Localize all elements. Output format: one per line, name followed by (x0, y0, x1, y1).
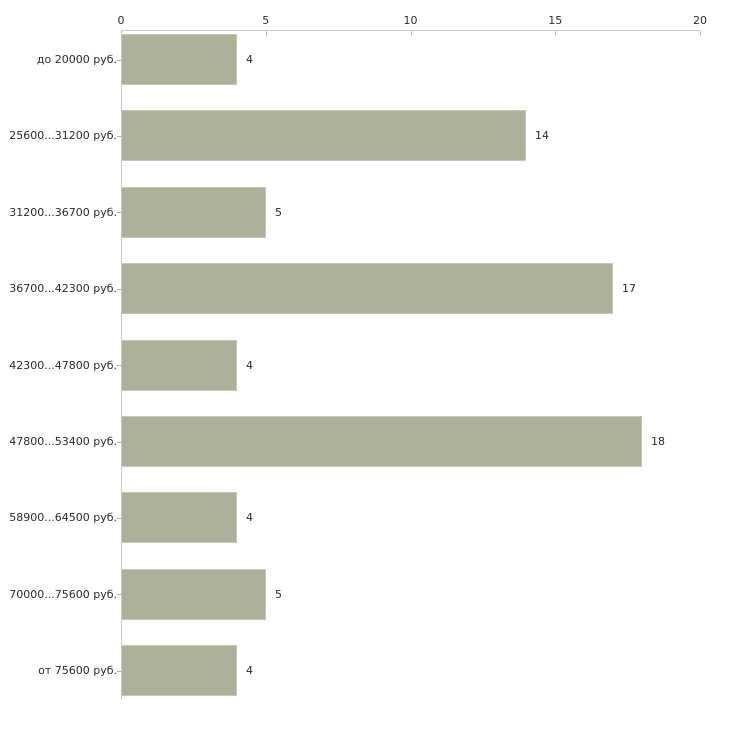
value-label: 5 (275, 587, 282, 601)
x-tick-label: 5 (262, 14, 270, 27)
bar (121, 416, 642, 467)
bar (121, 645, 237, 697)
bar (121, 110, 526, 162)
x-tick-label: 15 (548, 14, 563, 27)
category-tick-mark (117, 289, 121, 290)
category-tick-mark (117, 518, 121, 519)
x-tick-mark (700, 31, 701, 36)
category-tick-mark (117, 365, 121, 366)
x-tick-label: 0 (117, 14, 125, 27)
value-label: 4 (246, 53, 253, 66)
category-label: 31200...36700 руб. (9, 205, 117, 219)
bar (121, 186, 266, 238)
value-label: 5 (275, 205, 282, 219)
category-label: 36700...42300 руб. (9, 282, 117, 296)
value-label: 18 (651, 435, 665, 448)
category-label: от 75600 руб. (38, 664, 117, 678)
bar (121, 492, 237, 544)
category-tick-mark (117, 212, 121, 213)
category-tick-mark (117, 136, 121, 137)
value-label: 4 (246, 664, 253, 678)
category-label: 42300...47800 руб. (9, 358, 117, 372)
value-label: 4 (246, 511, 253, 525)
x-tick-mark (555, 31, 557, 36)
category-tick-mark (117, 671, 121, 672)
bar (121, 568, 266, 620)
category-label: 70000...75600 руб. (9, 587, 117, 601)
bar (121, 263, 613, 315)
value-label: 14 (535, 129, 549, 143)
bar (121, 339, 237, 391)
category-tick-mark (117, 442, 121, 443)
x-tick-label: 10 (403, 14, 418, 27)
category-label: 25600...31200 руб. (9, 129, 117, 143)
category-label: до 20000 руб. (36, 53, 117, 66)
x-tick-mark (121, 31, 122, 36)
x-tick-mark (265, 31, 267, 36)
category-tick-mark (117, 594, 121, 595)
category-label: 47800...53400 руб. (9, 435, 117, 448)
category-tick-mark (117, 60, 121, 61)
x-axis-line (121, 30, 700, 31)
x-tick-label: 20 (693, 14, 707, 27)
x-tick-mark (410, 31, 412, 36)
value-label: 4 (246, 358, 253, 372)
category-label: 58900...64500 руб. (9, 511, 117, 525)
value-label: 17 (622, 282, 636, 296)
bar (121, 34, 237, 85)
